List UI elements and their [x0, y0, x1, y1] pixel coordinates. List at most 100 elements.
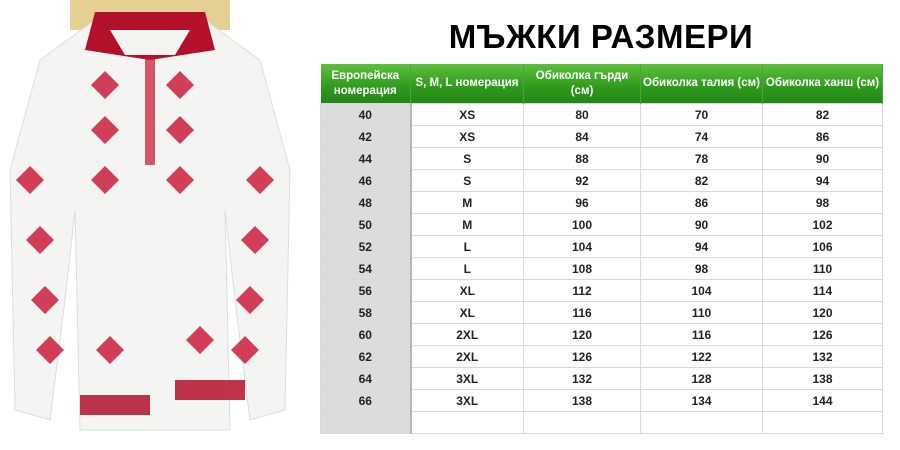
table-cell: 62 [320, 345, 412, 368]
embroidery-motif [241, 226, 269, 254]
table-cell: 88 [523, 147, 641, 170]
table-cell: 144 [762, 389, 883, 412]
column-header: Обиколка ханш (см) [762, 64, 883, 104]
table-cell: 74 [640, 125, 763, 148]
table-cell: 98 [762, 191, 883, 214]
table-cell: L [410, 235, 524, 258]
column-header: S, M, L номерация [410, 64, 524, 104]
embroidery-motif [16, 166, 44, 194]
table-row: 64 3XL 132 128 138 [320, 367, 883, 390]
table-cell: 134 [640, 389, 763, 412]
table-cell: 120 [762, 301, 883, 324]
table-cell: 3XL [410, 389, 524, 412]
table-cell: XS [410, 125, 524, 148]
table-cell: XL [410, 279, 524, 302]
table-cell: 2XL [410, 323, 524, 346]
table-row: 48 M 96 86 98 [320, 191, 883, 214]
table-cell: 84 [523, 125, 641, 148]
table-cell: 64 [320, 367, 412, 390]
table-cell: 48 [320, 191, 412, 214]
table-cell: 86 [762, 125, 883, 148]
table-cell: 106 [762, 235, 883, 258]
table-row: 42 XS 84 74 86 [320, 125, 883, 148]
table-cell [410, 411, 524, 434]
embroidery-motif [96, 336, 124, 364]
table-cell: 46 [320, 169, 412, 192]
table-cell: 44 [320, 147, 412, 170]
table-row: 52 L 104 94 106 [320, 235, 883, 258]
table-row [320, 411, 883, 434]
table-cell: 66 [320, 389, 412, 412]
table-cell: 116 [523, 301, 641, 324]
table-cell: 110 [762, 257, 883, 280]
table-cell: M [410, 213, 524, 236]
embroidery-motif [91, 116, 119, 144]
table-cell: 138 [762, 367, 883, 390]
table-cell: 104 [640, 279, 763, 302]
embroidery-motif [166, 116, 194, 144]
table-cell: 56 [320, 279, 412, 302]
table-header-row: Европейска номерация S, M, L номерация Оби… [320, 64, 883, 104]
embroidery-motif [91, 71, 119, 99]
embroidery-motif [236, 286, 264, 314]
embroidered-shirt-image [9, 0, 291, 431]
table-cell: 112 [523, 279, 641, 302]
embroidery-motif [36, 336, 64, 364]
column-header: Европейска номерация [320, 64, 411, 104]
table-cell: 110 [640, 301, 763, 324]
table-cell: 42 [320, 125, 412, 148]
table-cell: 132 [762, 345, 883, 368]
table-row: 40 XS 80 70 82 [320, 103, 883, 126]
table-row: 60 2XL 120 116 126 [320, 323, 883, 346]
embroidery-motif [246, 166, 274, 194]
table-cell: 50 [320, 213, 412, 236]
embroidery-motif [166, 71, 194, 99]
table-cell: 54 [320, 257, 412, 280]
table-cell: 86 [640, 191, 763, 214]
page-title: МЪЖКИ РАЗМЕРИ [448, 18, 754, 55]
embroidery-motif [31, 286, 59, 314]
table-cell: XS [410, 103, 524, 126]
table-cell: 98 [640, 257, 763, 280]
table-cell: 100 [523, 213, 641, 236]
table-cell: S [410, 147, 524, 170]
table-row: 44 S 88 78 90 [320, 147, 883, 170]
table-row: 50 M 100 90 102 [320, 213, 883, 236]
table-cell: 102 [762, 213, 883, 236]
table-cell: L [410, 257, 524, 280]
table-row: 54 L 108 98 110 [320, 257, 883, 280]
table-cell [762, 411, 883, 434]
size-chart-table: Европейска номерация S, M, L номерация Оби… [320, 64, 883, 434]
table-cell: 128 [640, 367, 763, 390]
table-cell: 120 [523, 323, 641, 346]
table-cell: 114 [762, 279, 883, 302]
table-cell: 132 [523, 367, 641, 390]
column-header: Обиколка талия (см) [640, 64, 763, 104]
table-row: 46 S 92 82 94 [320, 169, 883, 192]
table-cell: 40 [320, 103, 412, 126]
embroidery-motif [91, 166, 119, 194]
table-cell [523, 411, 641, 434]
table-cell: 94 [640, 235, 763, 258]
table-cell [640, 411, 763, 434]
table-cell: 92 [523, 169, 641, 192]
table-cell: XL [410, 301, 524, 324]
table-cell: 90 [640, 213, 763, 236]
table-cell: 94 [762, 169, 883, 192]
table-cell: M [410, 191, 524, 214]
embroidery-motif [186, 326, 214, 354]
table-cell: 126 [523, 345, 641, 368]
table-cell: 3XL [410, 367, 524, 390]
table-cell: 138 [523, 389, 641, 412]
table-row: 66 3XL 138 134 144 [320, 389, 883, 412]
embroidery-motif [26, 226, 54, 254]
table-cell: 126 [762, 323, 883, 346]
table-cell: 2XL [410, 345, 524, 368]
column-header: Обиколка гърди (см) [523, 64, 641, 104]
table-row: 62 2XL 126 122 132 [320, 345, 883, 368]
table-cell: 52 [320, 235, 412, 258]
table-cell: 70 [640, 103, 763, 126]
table-row: 56 XL 112 104 114 [320, 279, 883, 302]
table-cell: 82 [762, 103, 883, 126]
table-row: 58 XL 116 110 120 [320, 301, 883, 324]
